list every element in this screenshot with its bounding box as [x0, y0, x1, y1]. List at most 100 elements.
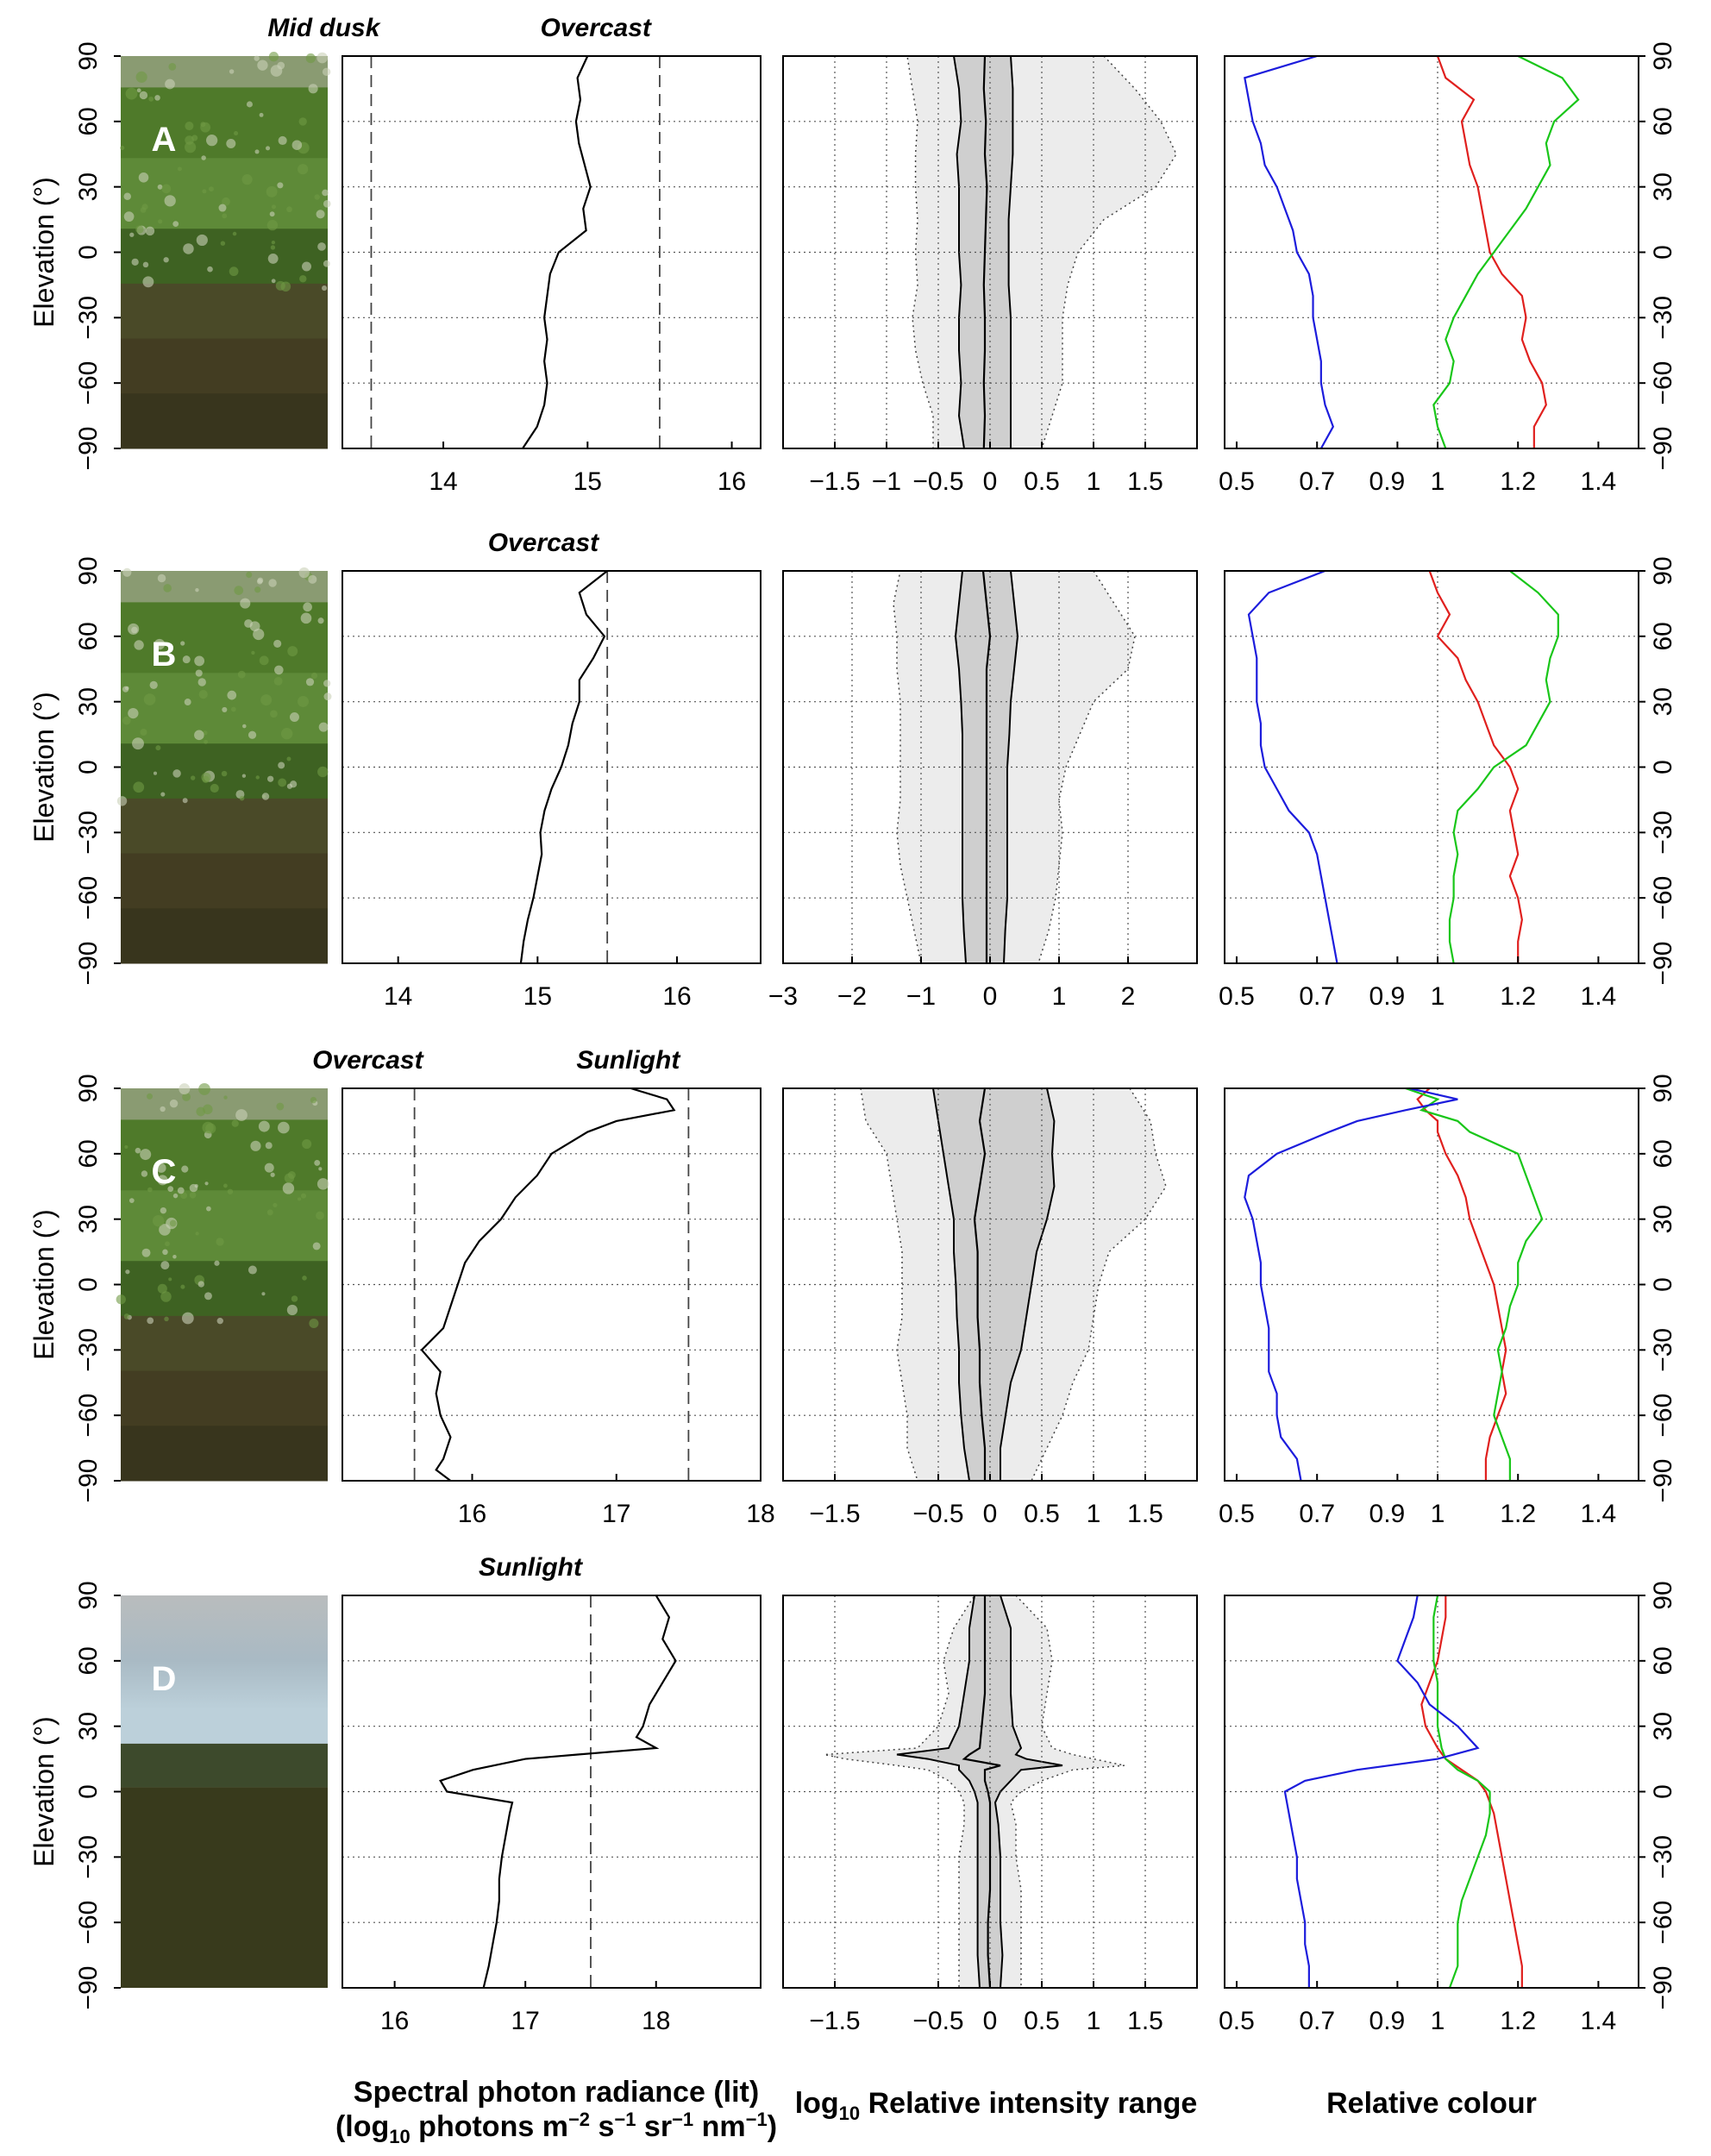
foliage-speck	[125, 87, 138, 100]
x-tick-label: 0.7	[1299, 467, 1335, 496]
y-tick-label-right: −90	[1649, 427, 1677, 471]
blue-channel-line	[1244, 54, 1335, 449]
y-tick-label-right: 0	[1649, 760, 1677, 774]
foliage-band	[121, 283, 328, 340]
y-tick-label-right: −90	[1649, 1459, 1677, 1503]
foliage-speck	[172, 1255, 177, 1259]
foliage-speck	[317, 766, 329, 778]
x-tick-label: 1	[1087, 467, 1101, 496]
foliage-speck	[302, 1275, 307, 1281]
foliage-speck	[167, 1186, 174, 1192]
y-axis-label: Elevation (°)	[28, 177, 60, 328]
y-tick-label-right: 60	[1649, 1139, 1677, 1168]
foliage-speck	[316, 1211, 324, 1220]
y-tick-label-right: −90	[1649, 1966, 1677, 2010]
x-tick-label: 1	[1431, 1500, 1445, 1528]
x-tick-label: 0.5	[1219, 982, 1255, 1011]
x-tick-label: 1.4	[1581, 1500, 1617, 1528]
foliage-speck	[160, 1106, 166, 1112]
foliage-speck	[299, 275, 307, 283]
intensity-axis-label: log10 Relative intensity range	[795, 2087, 1198, 2124]
foliage-speck	[154, 95, 160, 101]
red-channel-line	[1436, 55, 1547, 448]
foliage-speck	[140, 207, 147, 213]
foliage-speck	[181, 1312, 194, 1325]
foliage-speck	[196, 234, 208, 247]
foliage-band	[121, 1426, 328, 1482]
foliage-speck	[133, 781, 145, 793]
x-tick-label: 1	[1087, 2007, 1101, 2035]
x-tick-label: 15	[573, 467, 602, 496]
plot-frame	[1224, 1087, 1639, 1482]
foliage-speck	[194, 655, 205, 667]
foliage-speck	[181, 1165, 189, 1173]
full-range-band	[893, 570, 1136, 964]
y-axis-label: Elevation (°)	[28, 1209, 60, 1360]
y-tick-label-right: 60	[1649, 107, 1677, 135]
y-tick-label-left: −30	[74, 811, 103, 855]
foliage-speck	[298, 117, 307, 126]
foliage-speck	[323, 260, 330, 267]
y-tick-label-right: −60	[1649, 1394, 1677, 1438]
green-channel-line	[1448, 570, 1559, 964]
foliage-speck	[268, 52, 279, 62]
foliage-speck	[198, 689, 208, 699]
y-tick-label-left: 0	[74, 760, 103, 774]
y-tick-label-right: 90	[1649, 41, 1677, 70]
y-tick-label-right: 60	[1649, 1646, 1677, 1675]
foliage-speck	[300, 612, 312, 624]
plot-frame	[1224, 570, 1639, 964]
radiance-line	[439, 1595, 677, 1989]
foliage-speck	[143, 693, 156, 705]
y-tick-label-right: −60	[1649, 876, 1677, 920]
foliage-speck	[278, 1121, 290, 1134]
foliage-speck	[314, 1159, 321, 1166]
x-tick-label: 15	[523, 982, 552, 1011]
foliage-speck	[257, 60, 268, 71]
foliage-speck	[317, 52, 328, 64]
y-tick-label-left: −30	[74, 1835, 103, 1879]
foliage-speck	[129, 232, 135, 237]
foliage-speck	[261, 1292, 266, 1296]
x-tick-label: 0.5	[1024, 467, 1060, 496]
foliage-speck	[169, 1099, 179, 1108]
y-axis-label: Elevation (°)	[28, 692, 60, 843]
foliage-speck	[239, 795, 245, 801]
foliage-speck	[200, 122, 206, 128]
foliage-band	[121, 338, 328, 394]
foliage-speck	[116, 1294, 126, 1305]
foliage-speck	[318, 1167, 323, 1171]
y-tick-label-right: −60	[1649, 361, 1677, 405]
foliage-speck	[286, 206, 292, 213]
foliage-speck	[240, 598, 251, 609]
x-tick-label: 0	[983, 1500, 998, 1528]
foliage-speck	[134, 640, 144, 650]
x-tick-label: 18	[746, 1500, 774, 1528]
foliage-speck	[131, 258, 139, 266]
foliage-speck	[253, 628, 265, 641]
foliage-speck	[241, 774, 247, 778]
foliage-speck	[165, 78, 175, 90]
foliage-band	[121, 393, 328, 449]
plot-frame	[342, 1595, 761, 1989]
foliage-speck	[148, 96, 154, 102]
median-line	[981, 570, 992, 963]
panorama-thumbnail	[121, 1595, 328, 1988]
green-channel-line	[1432, 55, 1580, 449]
foliage-speck	[180, 1284, 185, 1289]
foliage-speck	[202, 1121, 214, 1134]
foliage-speck	[270, 710, 278, 718]
foliage-speck	[196, 1106, 206, 1117]
foliage-speck	[305, 53, 316, 64]
panel-row-c: 90 60 30 0 −30 −60 −90 Elevation (°) C Overcast Su…	[28, 1046, 1677, 1528]
x-tick-label: 0	[983, 467, 998, 496]
y-tick-label-right: −30	[1649, 1835, 1677, 1879]
foliage-speck	[198, 1082, 210, 1095]
foliage-speck	[270, 65, 283, 77]
foliage-speck	[125, 1269, 130, 1275]
foliage-band	[121, 798, 328, 855]
panorama-thumbnail	[116, 567, 332, 964]
foliage-speck	[264, 1163, 274, 1173]
